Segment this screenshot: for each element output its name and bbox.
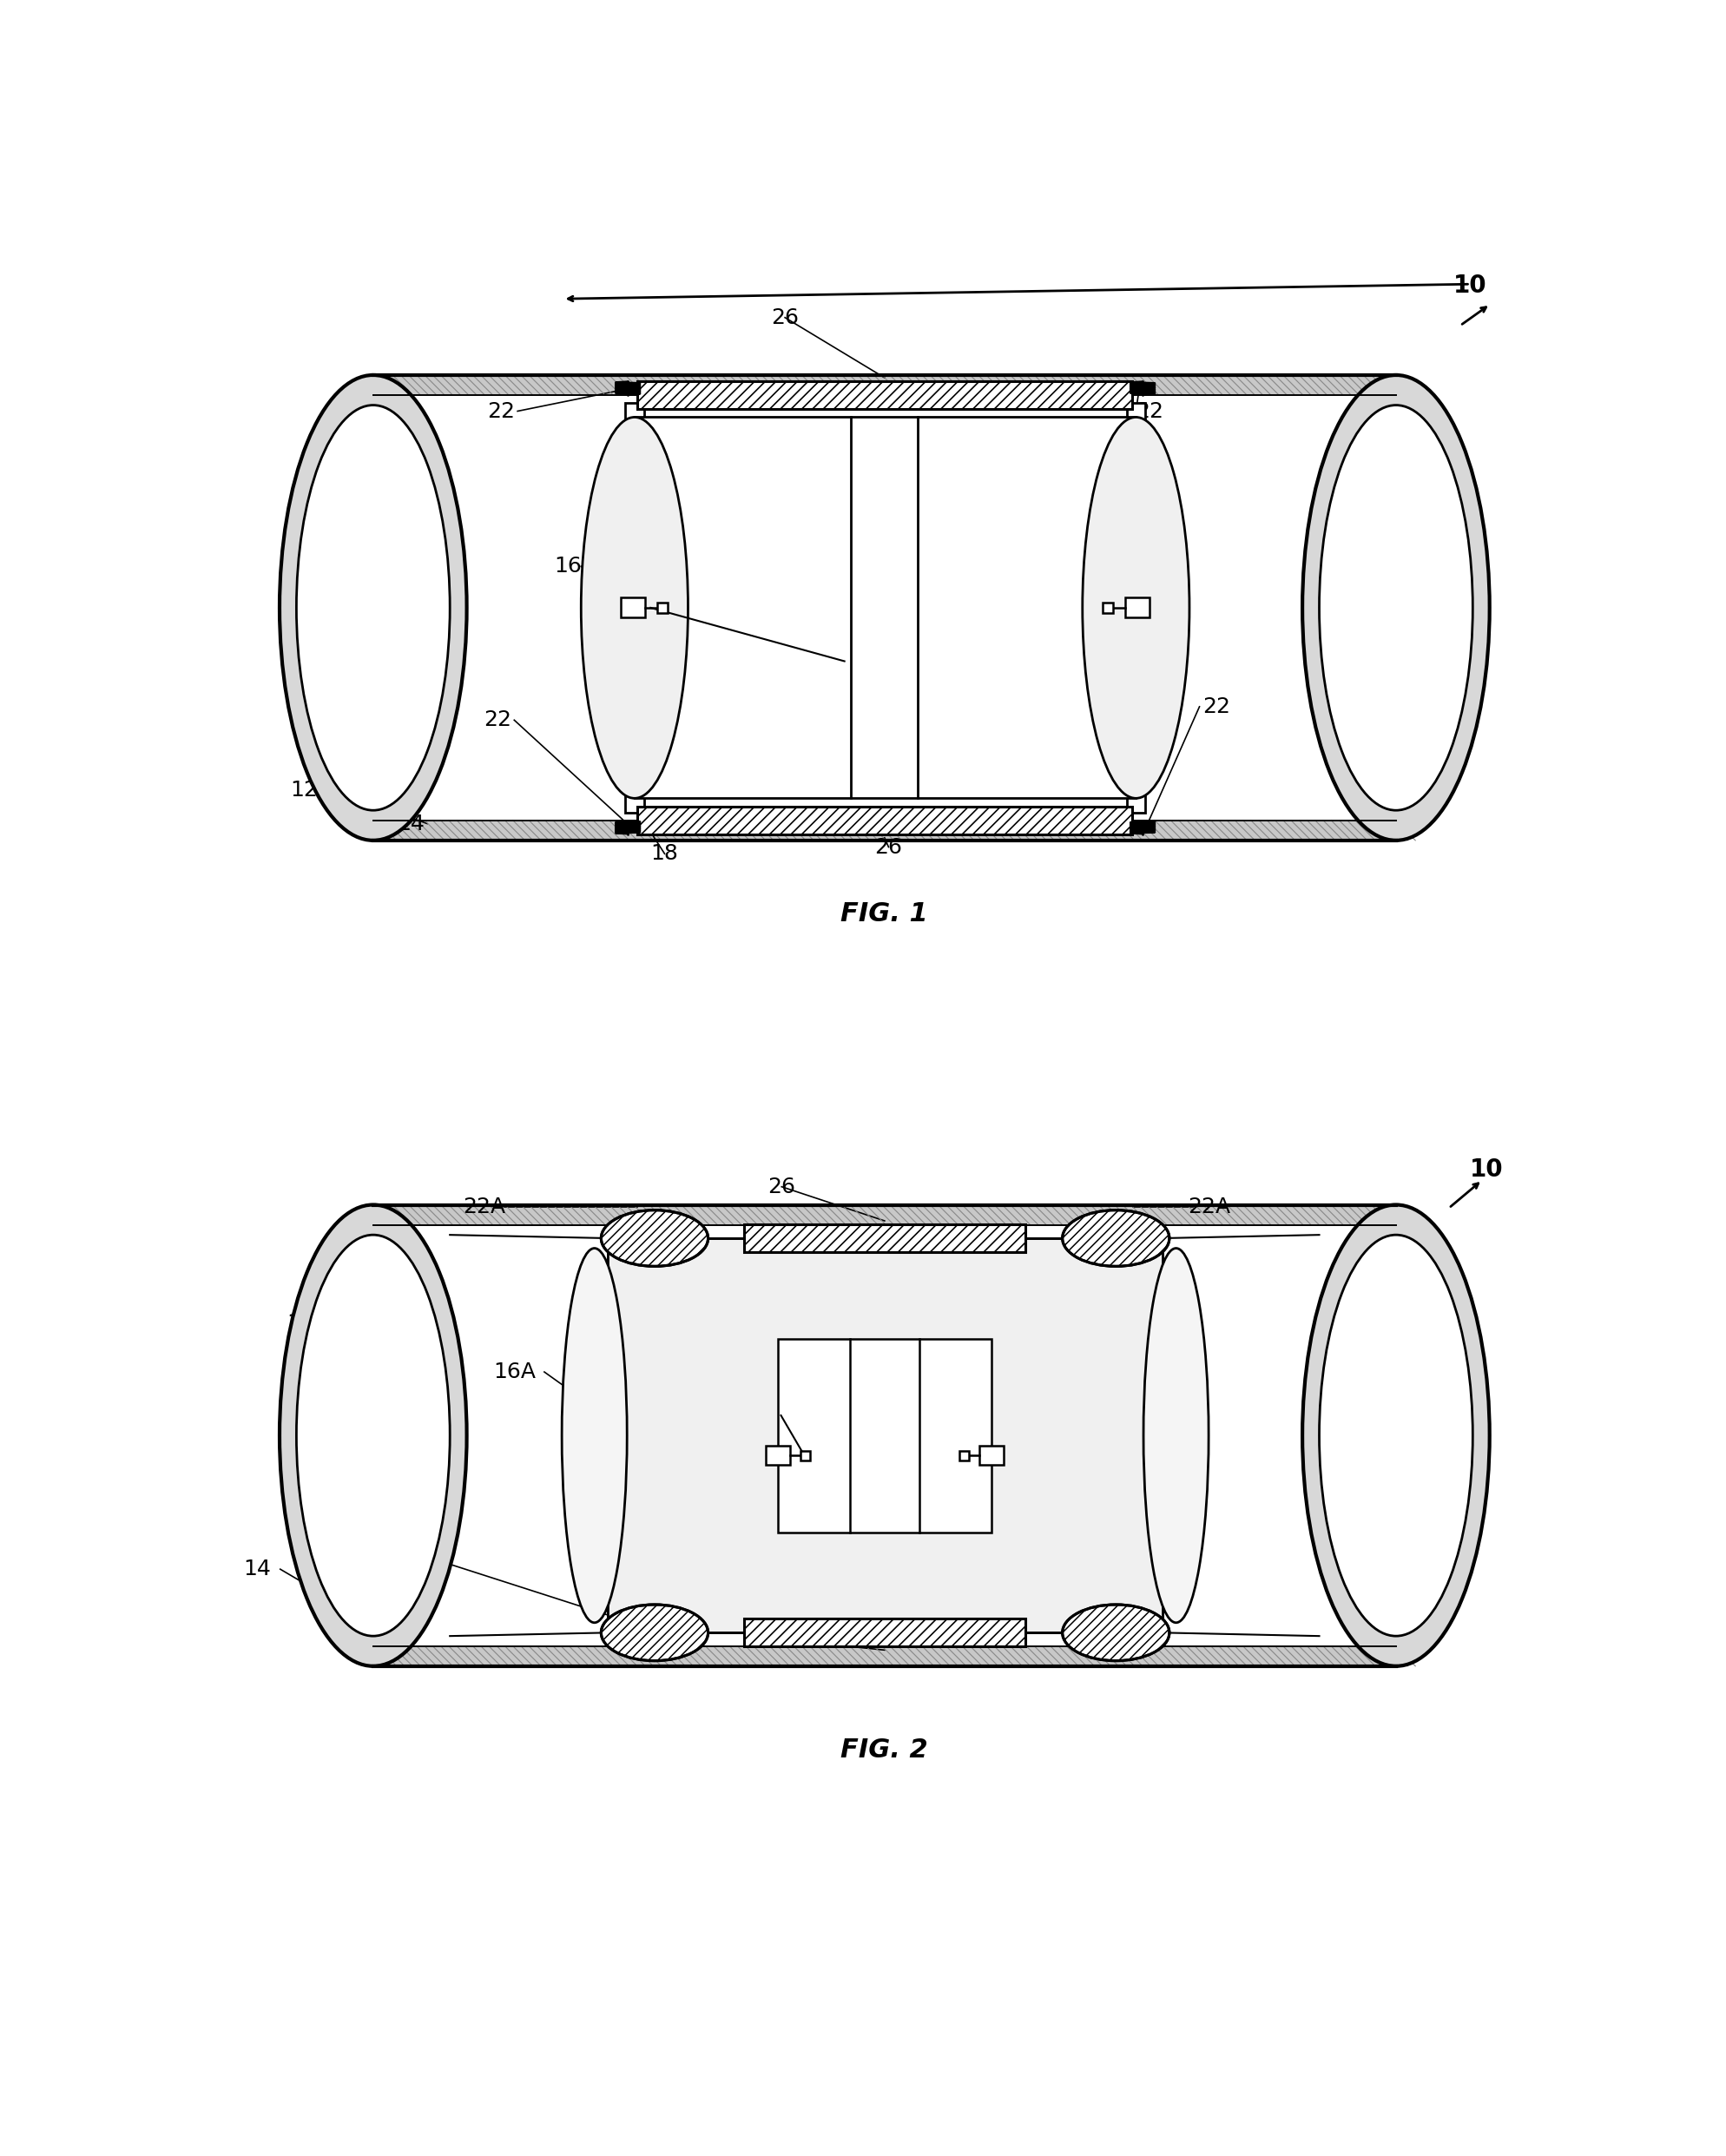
Ellipse shape	[1063, 1210, 1170, 1266]
Bar	[980, 1447, 1003, 1464]
Ellipse shape	[280, 1205, 466, 1667]
Text: 24: 24	[1376, 780, 1403, 800]
Text: 16A: 16A	[494, 1360, 535, 1382]
Bar	[744, 1619, 1025, 1647]
Text: 14: 14	[243, 1559, 271, 1580]
Ellipse shape	[280, 375, 466, 841]
Ellipse shape	[1063, 1604, 1170, 1660]
Ellipse shape	[1319, 1235, 1472, 1636]
Bar	[373, 1205, 1396, 1225]
Bar	[637, 382, 1132, 410]
Bar	[1127, 403, 1146, 813]
Text: 22A: 22A	[463, 1197, 506, 1218]
Ellipse shape	[1319, 405, 1472, 811]
Ellipse shape	[1082, 416, 1189, 798]
Bar	[608, 1238, 1163, 1632]
Bar	[373, 819, 1396, 841]
Text: 14: 14	[397, 813, 425, 834]
Text: 22: 22	[487, 401, 514, 423]
Ellipse shape	[297, 405, 450, 811]
Text: 26: 26	[768, 1630, 796, 1649]
Text: FIG. 1: FIG. 1	[841, 901, 929, 927]
Bar	[658, 602, 668, 612]
Text: 16: 16	[554, 556, 582, 576]
Ellipse shape	[297, 1235, 450, 1636]
Text: 22A: 22A	[1187, 1197, 1231, 1218]
Ellipse shape	[601, 1604, 708, 1660]
Text: 26: 26	[772, 306, 799, 328]
Bar	[635, 416, 1136, 798]
Bar	[373, 1645, 1396, 1667]
Bar	[373, 1205, 1396, 1667]
Text: 18: 18	[400, 1548, 428, 1570]
Text: 16B: 16B	[640, 1483, 682, 1505]
Bar	[744, 1225, 1025, 1253]
Text: 16B: 16B	[1011, 1483, 1053, 1505]
Text: FIG. 2: FIG. 2	[841, 1738, 929, 1761]
Bar	[621, 597, 646, 619]
Text: 20: 20	[942, 498, 970, 520]
Bar	[778, 1339, 991, 1533]
Text: 22: 22	[483, 709, 511, 731]
Text: 10: 10	[1453, 274, 1488, 298]
Text: 24: 24	[1403, 1559, 1431, 1580]
Bar	[625, 403, 644, 813]
Text: 20: 20	[961, 1345, 989, 1367]
Text: 12: 12	[290, 780, 318, 800]
Text: 10: 10	[1471, 1158, 1503, 1181]
Text: 26: 26	[875, 837, 903, 858]
Ellipse shape	[601, 1210, 708, 1266]
Text: 12: 12	[287, 1313, 314, 1335]
Ellipse shape	[1303, 1205, 1490, 1667]
Bar	[1156, 1242, 1163, 1630]
Text: 22: 22	[1203, 696, 1231, 718]
Ellipse shape	[1303, 375, 1490, 841]
Text: 22: 22	[1136, 401, 1163, 423]
Bar	[960, 1451, 968, 1460]
Ellipse shape	[1143, 1248, 1208, 1623]
Ellipse shape	[582, 416, 689, 798]
Bar	[1125, 597, 1150, 619]
Bar	[801, 1451, 809, 1460]
Bar	[766, 1447, 791, 1464]
Bar	[608, 1242, 614, 1630]
Ellipse shape	[563, 1248, 627, 1623]
Bar	[637, 806, 1132, 834]
Bar	[373, 375, 1396, 395]
Text: 18: 18	[651, 843, 678, 865]
Text: 26: 26	[768, 1177, 796, 1197]
Bar	[373, 375, 1396, 841]
Bar	[1103, 602, 1113, 612]
Text: 16: 16	[1105, 543, 1132, 563]
